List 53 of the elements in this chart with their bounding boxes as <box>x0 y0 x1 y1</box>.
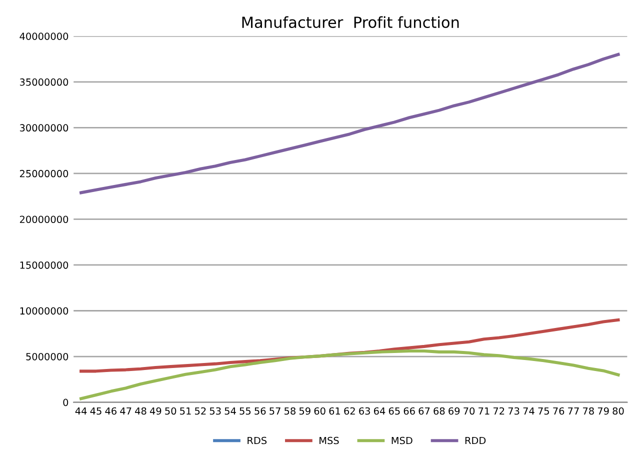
x-tick-label: 77 <box>568 407 579 415</box>
x-tick-label: 67 <box>418 407 430 415</box>
x-tick-label: 51 <box>180 407 191 415</box>
legend-label: MSS <box>320 436 339 444</box>
y-tick-label: 15000000 <box>20 261 68 269</box>
x-tick-label: 73 <box>508 407 520 415</box>
x-tick-label: 70 <box>464 407 475 415</box>
x-tick-label: 56 <box>254 407 266 415</box>
x-tick-label: 79 <box>598 407 609 415</box>
x-tick-label: 48 <box>135 407 146 415</box>
x-tick-label: 65 <box>388 407 400 415</box>
y-tick-label: 0 <box>63 398 68 406</box>
y-tick-label: 20000000 <box>20 216 68 224</box>
legend-label: RDD <box>465 436 486 444</box>
x-tick-label: 61 <box>329 407 340 415</box>
legend-label: RDS <box>248 436 267 444</box>
y-tick-label: 30000000 <box>20 124 68 132</box>
chart-title: Manufacturer Profit function <box>242 16 459 28</box>
x-tick-label: 74 <box>523 407 534 415</box>
x-tick-label: 60 <box>314 407 326 415</box>
x-tick-label: 75 <box>538 407 549 415</box>
x-tick-label: 58 <box>284 407 296 415</box>
line-series <box>80 52 620 194</box>
x-tick-label: 59 <box>299 407 310 415</box>
x-tick-label: 44 <box>75 407 87 415</box>
legend-label: MSD <box>392 436 412 444</box>
x-tick-label: 64 <box>374 407 386 415</box>
x-tick-label: 72 <box>493 407 504 415</box>
x-tick-label: 57 <box>270 407 280 415</box>
x-tick-label: 47 <box>120 407 132 415</box>
y-tick-label: 40000000 <box>20 32 68 40</box>
x-tick-label: 68 <box>434 407 445 415</box>
x-tick-label: 50 <box>165 407 176 415</box>
x-tick-label: 45 <box>90 407 102 415</box>
x-tick-label: 53 <box>210 407 221 415</box>
x-tick-label: 76 <box>553 407 564 415</box>
line-series <box>80 349 620 400</box>
x-tick-label: 55 <box>240 407 251 415</box>
y-tick-label: 35000000 <box>20 78 68 86</box>
x-tick-label: 69 <box>448 407 460 415</box>
y-tick-label: 25000000 <box>20 170 68 178</box>
x-tick-label: 62 <box>344 407 355 415</box>
x-tick-label: 80 <box>612 407 624 415</box>
x-tick-label: 46 <box>105 407 116 415</box>
x-tick-label: 78 <box>583 407 594 415</box>
x-tick-label: 63 <box>359 407 370 415</box>
x-tick-label: 49 <box>150 407 162 415</box>
y-tick-label: 5000000 <box>26 352 68 360</box>
x-tick-label: 52 <box>195 407 206 415</box>
x-tick-label: 71 <box>478 407 490 415</box>
x-tick-label: 54 <box>224 407 236 415</box>
x-tick-label: 66 <box>404 407 415 415</box>
y-tick-label: 10000000 <box>20 307 68 315</box>
